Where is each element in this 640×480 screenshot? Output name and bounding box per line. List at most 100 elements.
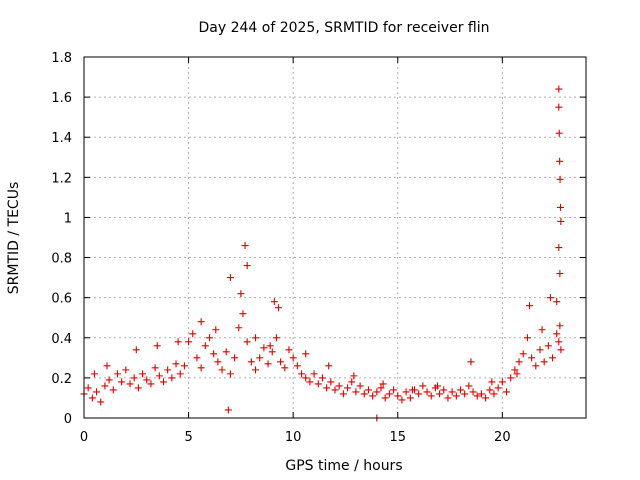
- y-tick-label: 1.4: [51, 131, 72, 146]
- data-point: [557, 217, 565, 225]
- chart-title: Day 244 of 2025, SRMTID for receiver fli…: [199, 20, 490, 36]
- data-point: [260, 344, 268, 352]
- data-point: [526, 302, 534, 310]
- data-point: [555, 244, 563, 252]
- data-point: [306, 378, 314, 386]
- data-point: [555, 103, 563, 111]
- data-point: [275, 304, 283, 312]
- data-point: [285, 346, 293, 354]
- data-point: [377, 384, 385, 392]
- x-tick-label: 5: [184, 430, 192, 445]
- data-point: [352, 388, 360, 396]
- data-point: [385, 390, 393, 398]
- y-tick-label: 1: [64, 211, 72, 226]
- data-point: [556, 270, 564, 278]
- data-point: [555, 338, 563, 346]
- data-point: [174, 338, 182, 346]
- data-point: [498, 378, 506, 386]
- data-point: [266, 342, 274, 350]
- data-point: [423, 388, 431, 396]
- data-point: [546, 294, 554, 302]
- data-point: [494, 384, 502, 392]
- data-point: [270, 298, 278, 306]
- data-point: [356, 382, 364, 390]
- data-point: [557, 346, 565, 354]
- data-point: [197, 364, 205, 372]
- data-point: [507, 374, 515, 382]
- x-axis-label: GPS time / hours: [285, 458, 402, 474]
- data-point: [513, 370, 521, 378]
- data-point: [556, 157, 564, 165]
- data-point: [515, 358, 523, 366]
- data-point: [132, 346, 140, 354]
- data-point: [147, 380, 155, 388]
- data-point: [239, 310, 247, 318]
- data-point: [193, 354, 201, 362]
- data-point: [139, 370, 147, 378]
- data-point: [172, 360, 180, 368]
- data-point: [427, 392, 435, 400]
- data-point: [523, 334, 531, 342]
- data-point: [101, 382, 109, 390]
- data-point: [482, 394, 490, 402]
- data-point: [277, 358, 285, 366]
- data-point: [155, 372, 163, 380]
- x-tick-label: 15: [389, 430, 406, 445]
- data-point: [222, 348, 230, 356]
- data-point: [226, 274, 234, 282]
- data-point: [272, 334, 280, 342]
- data-point: [556, 175, 564, 183]
- data-point: [465, 382, 473, 390]
- data-point: [339, 390, 347, 398]
- data-point: [235, 324, 243, 332]
- data-point: [555, 129, 563, 137]
- data-point: [394, 392, 402, 400]
- data-point: [256, 354, 264, 362]
- y-tick-label: 0.6: [51, 292, 72, 307]
- data-point: [241, 242, 249, 250]
- data-point: [218, 366, 226, 374]
- data-point: [109, 386, 117, 394]
- data-point: [122, 366, 130, 374]
- axis-ticks: 0 5 10 15 20 0 0.2 0.4 0.6 0.8 1 1.2 1.4 1.6 1.8: [51, 51, 586, 445]
- data-point: [310, 370, 318, 378]
- data-point: [519, 350, 527, 358]
- data-point: [415, 390, 423, 398]
- y-axis-label: SRMTID / TECUs: [6, 182, 22, 295]
- data-point: [226, 370, 234, 378]
- data-point: [469, 388, 477, 396]
- data-point: [419, 382, 427, 390]
- data-point: [185, 338, 193, 346]
- x-tick-label: 20: [494, 430, 511, 445]
- data-point: [118, 378, 126, 386]
- data-point: [113, 370, 121, 378]
- data-point: [556, 203, 564, 211]
- data-point: [402, 388, 410, 396]
- data-point: [461, 390, 469, 398]
- data-point: [406, 394, 414, 402]
- data-point: [159, 378, 167, 386]
- data-point: [143, 376, 151, 384]
- data-point: [231, 354, 239, 362]
- data-point: [477, 390, 485, 398]
- data-point: [224, 406, 232, 414]
- data-point: [298, 370, 306, 378]
- data-point: [252, 334, 260, 342]
- data-point: [555, 85, 563, 93]
- data-point: [536, 346, 544, 354]
- data-point: [556, 322, 564, 330]
- data-point: [252, 366, 260, 374]
- data-point: [553, 298, 561, 306]
- data-point: [164, 366, 172, 374]
- data-point: [323, 384, 331, 392]
- data-point: [325, 362, 333, 370]
- data-point: [126, 380, 134, 388]
- data-point: [381, 394, 389, 402]
- data-point: [444, 394, 452, 402]
- data-point: [84, 384, 92, 392]
- data-point: [373, 388, 381, 396]
- data-point: [168, 374, 176, 382]
- data-point: [243, 262, 251, 270]
- data-point: [440, 386, 448, 394]
